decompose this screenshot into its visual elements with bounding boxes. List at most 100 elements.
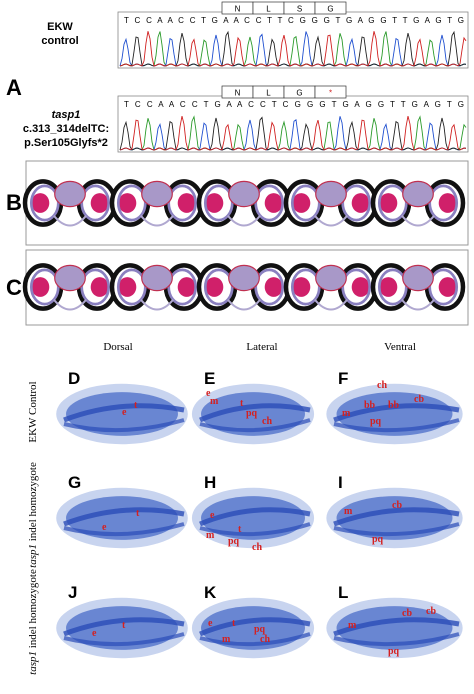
cartilage-rod — [63, 632, 185, 647]
row-gene: tasp1 — [27, 544, 39, 568]
cartilage — [336, 606, 453, 650]
lens — [31, 277, 50, 297]
jaw — [53, 298, 87, 311]
lens — [205, 277, 224, 297]
retina — [254, 184, 285, 222]
cartilage — [66, 392, 178, 436]
lens — [379, 193, 398, 213]
retina — [203, 184, 234, 222]
structure-label: bb — [364, 400, 376, 411]
row-label: tasp1 indel homozygote — [27, 462, 39, 568]
codon-label: N — [235, 5, 241, 14]
retina — [29, 184, 60, 222]
retina — [341, 184, 372, 222]
cartilage-rod — [199, 632, 311, 647]
lens — [351, 193, 370, 213]
lens — [292, 193, 311, 213]
lens — [118, 277, 137, 297]
structure-label: cb — [402, 608, 412, 619]
cartilage-rod — [63, 418, 185, 433]
row-text: indel homozygote — [27, 569, 39, 651]
cartilage-rod — [333, 418, 460, 433]
panel-letter: E — [204, 369, 215, 388]
cartilage-rod — [333, 522, 460, 537]
brain — [228, 180, 260, 208]
structure-label: e — [102, 522, 107, 533]
cdna-label: c.313_314delTC: — [23, 123, 109, 135]
lens — [438, 277, 457, 297]
cartilage-rod — [333, 403, 460, 423]
lens — [177, 277, 196, 297]
cartilage — [201, 496, 305, 540]
cartilage-rod — [199, 522, 311, 537]
retina — [167, 268, 198, 306]
cartilage-rod — [199, 617, 311, 637]
cartilage-rod — [199, 418, 311, 433]
jaw — [53, 214, 87, 227]
structure-label: ch — [262, 416, 272, 427]
jaw — [401, 298, 435, 311]
structure-label: t — [122, 620, 126, 631]
panel-letter: L — [338, 583, 348, 602]
lens — [264, 193, 283, 213]
structure-label: ch — [377, 380, 387, 391]
cartilage-rod — [333, 632, 460, 647]
structure-label: cb — [414, 394, 424, 405]
structure-label: m — [222, 634, 231, 645]
cartilage — [336, 496, 453, 540]
panel-letter: F — [338, 369, 348, 388]
row-gene: tasp1 — [27, 651, 39, 675]
structure-label: ch — [260, 634, 270, 645]
jaw — [140, 214, 174, 227]
brain — [228, 264, 260, 292]
cartilage-rod — [199, 507, 311, 527]
row-text: EKW Control — [27, 381, 39, 442]
jaw — [227, 214, 261, 227]
retina — [377, 268, 408, 306]
retina — [428, 184, 459, 222]
gene-label: tasp1 — [52, 109, 81, 121]
retina — [80, 268, 111, 306]
brain — [54, 264, 86, 292]
structure-label: m — [342, 408, 351, 419]
codon-label: S — [297, 5, 302, 14]
structure-label: m — [206, 530, 215, 541]
cartilage — [336, 392, 453, 436]
codon-label: N — [235, 89, 241, 98]
cartilage-rod — [333, 507, 460, 527]
panel-letter: H — [204, 473, 216, 492]
codon-label: L — [266, 5, 271, 14]
retina — [254, 268, 285, 306]
brain — [141, 264, 173, 292]
row-label: tasp1 indel homozygote — [27, 569, 39, 675]
retina — [116, 268, 147, 306]
brain — [315, 264, 347, 292]
trace — [119, 31, 467, 67]
structure-label: t — [232, 618, 236, 629]
brain — [54, 180, 86, 208]
structure-label: e — [210, 510, 215, 521]
structure-label: pq — [370, 416, 382, 427]
structure-label: pq — [228, 536, 240, 547]
jaw — [314, 214, 348, 227]
codon-box — [314, 1, 347, 15]
sequence: T C C A A C C T G A A C C T C G G G T G … — [124, 100, 464, 109]
jaw — [140, 298, 174, 311]
panel-letter: K — [204, 583, 217, 602]
cartilage — [201, 606, 305, 650]
column-header: Dorsal — [103, 341, 132, 353]
control-label: control — [41, 35, 78, 47]
structure-label: t — [240, 398, 244, 409]
codon-label: * — [329, 89, 332, 98]
cartilage — [66, 606, 178, 650]
lens — [118, 193, 137, 213]
structure-label: pq — [388, 646, 400, 657]
protein-label: p.Ser105Glyfs*2 — [24, 137, 108, 149]
structure-label: e — [92, 628, 97, 639]
brain — [402, 180, 434, 208]
retina — [80, 184, 111, 222]
structure-label: m — [344, 506, 353, 517]
structure-label: t — [134, 400, 138, 411]
